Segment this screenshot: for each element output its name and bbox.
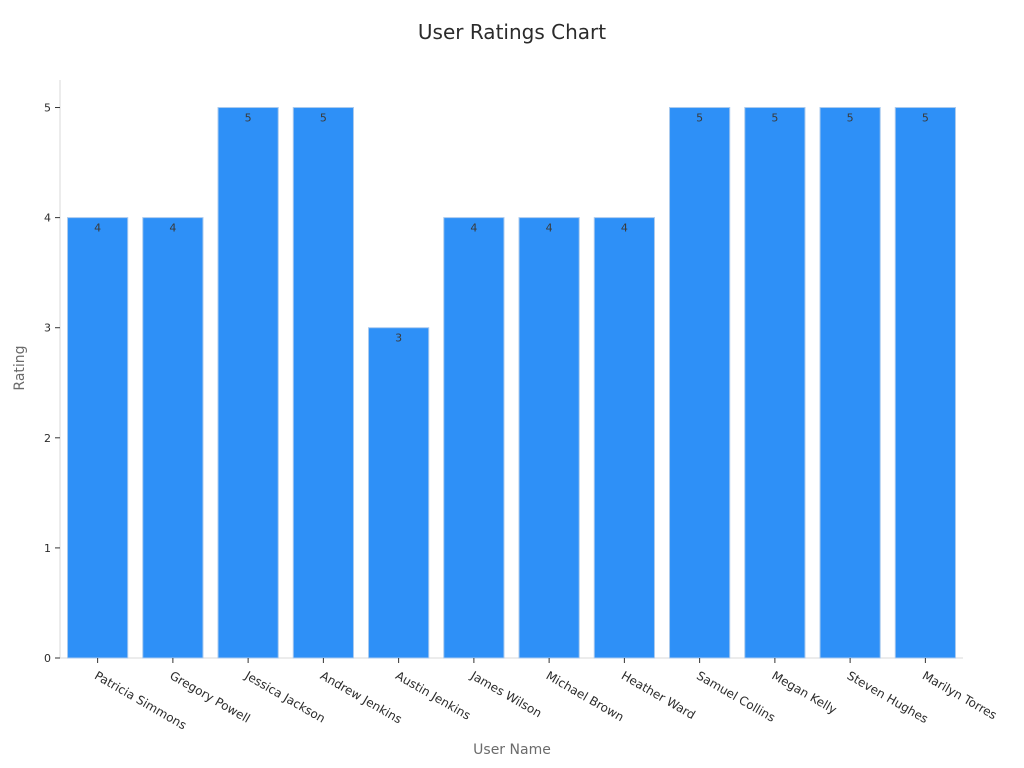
x-tick-label: James Wilson [468, 668, 545, 720]
bar-value-label: 3 [395, 332, 402, 345]
bar-value-label: 4 [621, 222, 628, 235]
bar-value-label: 5 [245, 112, 252, 125]
bar-value-label: 4 [169, 222, 176, 235]
x-tick-label: Samuel Collins [694, 668, 778, 724]
bar [669, 107, 731, 659]
bar [894, 107, 956, 659]
x-tick-label: Austin Jenkins [393, 668, 473, 722]
y-tick-label: 3 [44, 322, 51, 335]
x-tick-label: Jessica Jackson [242, 668, 328, 726]
bar-value-label: 4 [546, 222, 553, 235]
bar [744, 107, 806, 659]
bar [443, 217, 505, 659]
x-tick-label: Marilyn Torres [920, 668, 999, 722]
bar-value-label: 5 [771, 112, 778, 125]
bar-value-label: 4 [94, 222, 101, 235]
x-axis-title: User Name [473, 742, 551, 758]
x-tick-label: Michael Brown [544, 668, 627, 724]
bar-value-label: 4 [470, 222, 477, 235]
bar-value-label: 5 [696, 112, 703, 125]
bar-value-label: 5 [320, 112, 327, 125]
y-tick-label: 0 [44, 652, 51, 665]
bar [217, 107, 279, 659]
bar-value-label: 5 [847, 112, 854, 125]
bar [292, 107, 354, 659]
x-tick-label: Heather Ward [619, 668, 698, 722]
x-tick-label: Megan Kelly [769, 668, 839, 716]
chart-title: User Ratings Chart [417, 20, 607, 44]
bar [518, 217, 580, 659]
x-tick-label: Andrew Jenkins [318, 668, 404, 726]
bar [593, 217, 655, 659]
y-tick-label: 1 [44, 542, 51, 555]
x-tick-label: Steven Hughes [845, 668, 931, 726]
bar [368, 327, 430, 659]
bar [819, 107, 881, 659]
bar [142, 217, 204, 659]
bar [67, 217, 129, 659]
bar-value-label: 5 [922, 112, 929, 125]
y-tick-label: 4 [44, 212, 51, 225]
y-tick-label: 2 [44, 432, 51, 445]
y-tick-label: 5 [44, 102, 51, 115]
